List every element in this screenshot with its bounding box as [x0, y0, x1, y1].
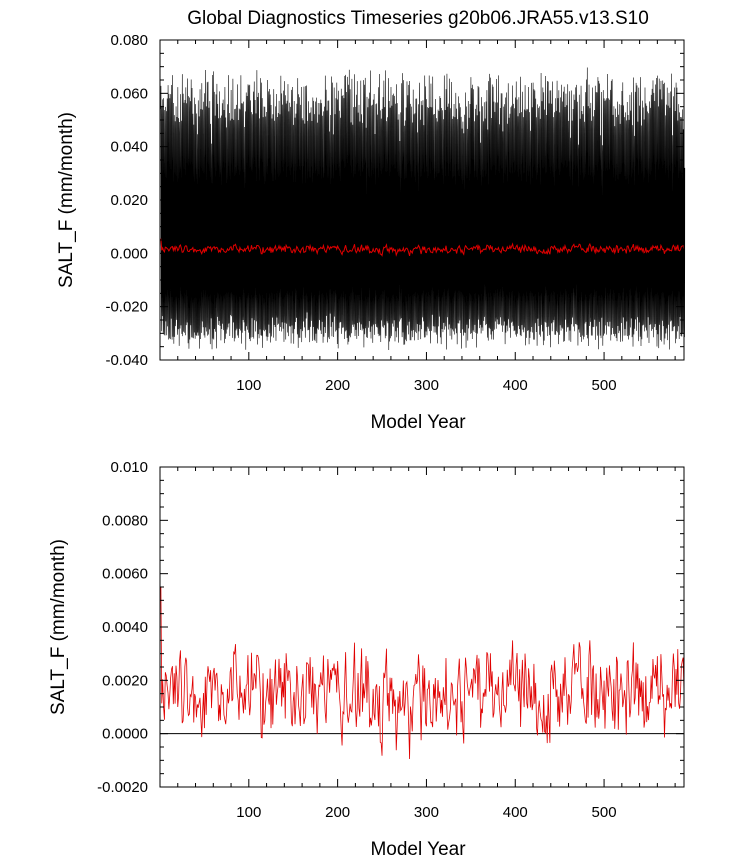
bottom-plot-frame	[159, 466, 685, 788]
bottom-y-tick-label: 0.0040	[102, 619, 148, 636]
bottom-x-axis-label: Model Year	[370, 839, 466, 860]
bottom-y-tick-label: -0.0020	[97, 779, 148, 796]
bottom-y-tick-label: 0.0020	[102, 672, 148, 689]
top-y-tick-label: 0.060	[110, 85, 148, 102]
top-y-tick-label: 0.020	[110, 192, 148, 209]
bottom-axis-ticks	[160, 466, 684, 788]
top-y-tick-label: 0.040	[110, 139, 148, 156]
bottom-x-tick-labels: 100 200 300 400 500	[236, 804, 616, 821]
bottom-x-tick-label: 100	[236, 804, 261, 821]
bottom-y-tick-label: 0.010	[110, 459, 148, 476]
bottom-x-tick-label: 500	[592, 804, 617, 821]
top-y-tick-label: -0.040	[105, 352, 148, 369]
top-x-tick-label: 100	[236, 377, 261, 394]
monthly-series-line	[160, 67, 686, 350]
top-x-tick-labels: 100 200 300 400 500	[236, 377, 616, 394]
top-y-tick-label: 0.000	[110, 245, 148, 262]
bottom-y-tick-label: 0.0080	[102, 512, 148, 529]
bottom-y-tick-labels: -0.0020 0.0000 0.0020 0.0040 0.0060 0.0080 0.0…	[97, 459, 148, 796]
top-y-tick-labels: -0.040 -0.020 0.000 0.020 0.040 0.060 0.080	[105, 32, 148, 369]
bottom-annual-mean-series-line	[160, 586, 685, 760]
top-y-tick-label: 0.080	[110, 32, 148, 49]
top-y-axis-label: SALT_F (mm/month)	[56, 112, 77, 288]
monthly-series-path	[160, 67, 686, 350]
top-axis-ticks	[160, 39, 684, 361]
bottom-y-tick-label: 0.0000	[102, 726, 148, 743]
top-x-tick-label: 300	[414, 377, 439, 394]
chart-title: Global Diagnostics Timeseries g20b06.JRA…	[187, 8, 649, 29]
bottom-x-tick-label: 300	[414, 804, 439, 821]
bottom-y-axis-label: SALT_F (mm/month)	[48, 539, 69, 715]
bottom-y-tick-label: 0.0060	[102, 566, 148, 583]
top-x-axis-label: Model Year	[370, 412, 466, 433]
annual-mean-series-path	[160, 238, 685, 257]
bottom-x-tick-label: 400	[503, 804, 528, 821]
top-panel: Global Diagnostics Timeseries g20b06.JRA…	[56, 8, 686, 433]
top-x-tick-label: 400	[503, 377, 528, 394]
bottom-panel: -0.0020 0.0000 0.0020 0.0040 0.0060 0.0080 0.0…	[48, 459, 685, 860]
top-x-tick-label: 500	[592, 377, 617, 394]
bottom-x-tick-label: 200	[325, 804, 350, 821]
bottom-annual-mean-series-path	[160, 586, 685, 760]
top-x-tick-label: 200	[325, 377, 350, 394]
annual-mean-series-line	[160, 238, 685, 257]
top-y-tick-label: -0.020	[105, 299, 148, 316]
